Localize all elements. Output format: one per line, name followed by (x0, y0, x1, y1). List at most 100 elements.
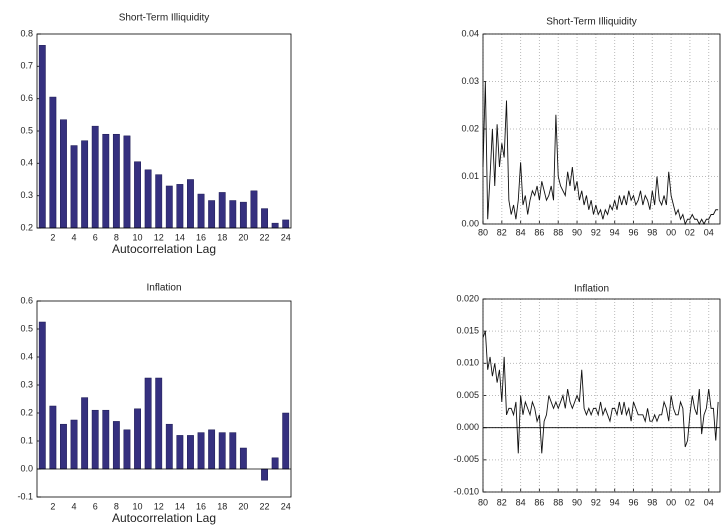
bar (229, 200, 237, 229)
bar (112, 133, 120, 229)
bar (282, 219, 290, 229)
x-tick-label: 24 (281, 501, 291, 511)
x-tick-label: 96 (628, 227, 638, 237)
bar (70, 145, 78, 229)
x-tick-label: 80 (478, 497, 488, 507)
bar (134, 408, 141, 470)
x-tick-label: 02 (685, 227, 695, 237)
x-tick-label: 22 (260, 501, 270, 511)
series-line (482, 331, 719, 454)
chart-title: Short-Term Illiquidity (119, 13, 210, 24)
bar (112, 421, 120, 470)
y-tick-label: -0.1 (17, 491, 33, 501)
bar (239, 201, 247, 229)
y-tick-label: 0.01 (461, 171, 479, 181)
x-tick-label: 88 (553, 227, 563, 237)
series-line (482, 81, 719, 226)
x-tick-label: 90 (572, 227, 582, 237)
x-tick-label: 92 (591, 227, 601, 237)
y-tick-label: 0.02 (461, 123, 479, 133)
bar (60, 119, 67, 229)
bar (250, 190, 258, 229)
bar (49, 96, 57, 229)
x-tick-label: 92 (591, 497, 601, 507)
bar (81, 397, 89, 470)
bar (282, 412, 290, 470)
x-tick-label: 6 (93, 232, 98, 242)
y-tick-label: 0.3 (20, 379, 33, 389)
x-tick-label: 00 (666, 227, 676, 237)
x-tick-label: 86 (534, 227, 544, 237)
y-tick-label: 0.6 (20, 295, 33, 305)
x-tick-label: 98 (647, 227, 657, 237)
x-tick-label: 14 (175, 232, 185, 242)
y-tick-label: 0.010 (456, 358, 479, 368)
y-tick-label: -0.005 (453, 454, 479, 464)
y-tick-label: 0.2 (20, 222, 33, 232)
plot-frame (482, 33, 721, 225)
bar (70, 419, 78, 470)
bar (123, 429, 131, 470)
x-tick-label: 96 (628, 497, 638, 507)
x-tick-label: 98 (647, 497, 657, 507)
y-tick-label: 0.015 (456, 326, 479, 336)
x-tick-label: 82 (497, 497, 507, 507)
y-tick-label: 0.000 (456, 422, 479, 432)
bar (271, 457, 279, 470)
bar (218, 432, 226, 470)
x-tick-label: 10 (133, 232, 143, 242)
bar (134, 161, 141, 229)
x-tick-label: 8 (114, 232, 119, 242)
x-tick-label: 84 (516, 227, 526, 237)
bar (91, 125, 99, 229)
bar (91, 409, 99, 470)
y-tick-label: 0.5 (20, 323, 33, 333)
y-tick-label: 0.8 (20, 28, 33, 38)
bar (187, 435, 194, 470)
y-tick-label: 0.0 (20, 463, 33, 473)
bar (176, 435, 184, 470)
bar (144, 169, 152, 229)
x-tick-label: 10 (133, 501, 143, 511)
x-tick-label: 90 (572, 497, 582, 507)
x-axis-label: Autocorrelation Lag (112, 242, 216, 256)
x-tick-label: 94 (610, 497, 620, 507)
chart-title: Inflation (146, 283, 181, 294)
bar (60, 423, 67, 470)
y-tick-label: 0.7 (20, 61, 33, 71)
x-tick-label: 18 (217, 232, 227, 242)
y-tick-label: 0.6 (20, 93, 33, 103)
y-tick-label: 0.04 (461, 28, 479, 38)
bar (197, 193, 205, 229)
x-tick-label: 88 (553, 497, 563, 507)
x-tick-label: 20 (238, 501, 248, 511)
y-tick-label: 0.020 (456, 293, 479, 303)
x-tick-label: 86 (534, 497, 544, 507)
x-tick-label: 4 (72, 232, 77, 242)
y-tick-label: 0.3 (20, 190, 33, 200)
bar (165, 423, 173, 470)
bar (187, 179, 194, 229)
x-tick-label: 94 (610, 227, 620, 237)
plot-frame (482, 298, 721, 493)
x-tick-label: 80 (478, 227, 488, 237)
bar (165, 185, 173, 229)
y-tick-label: 0.03 (461, 76, 479, 86)
chart-title: Short-Term Illiquidity (546, 17, 637, 28)
bar (218, 192, 226, 229)
bar (176, 184, 184, 229)
x-tick-label: 14 (175, 501, 185, 511)
bar (261, 468, 268, 481)
x-tick-label: 12 (154, 501, 164, 511)
x-tick-label: 20 (238, 232, 248, 242)
x-tick-label: 16 (196, 232, 206, 242)
x-tick-label: 18 (217, 501, 227, 511)
x-tick-label: 22 (260, 232, 270, 242)
bar (123, 135, 131, 229)
bar (261, 208, 268, 229)
chart-title: Inflation (574, 284, 609, 295)
y-tick-label: 0.4 (20, 351, 33, 361)
bar (144, 377, 152, 470)
bar (208, 200, 216, 229)
